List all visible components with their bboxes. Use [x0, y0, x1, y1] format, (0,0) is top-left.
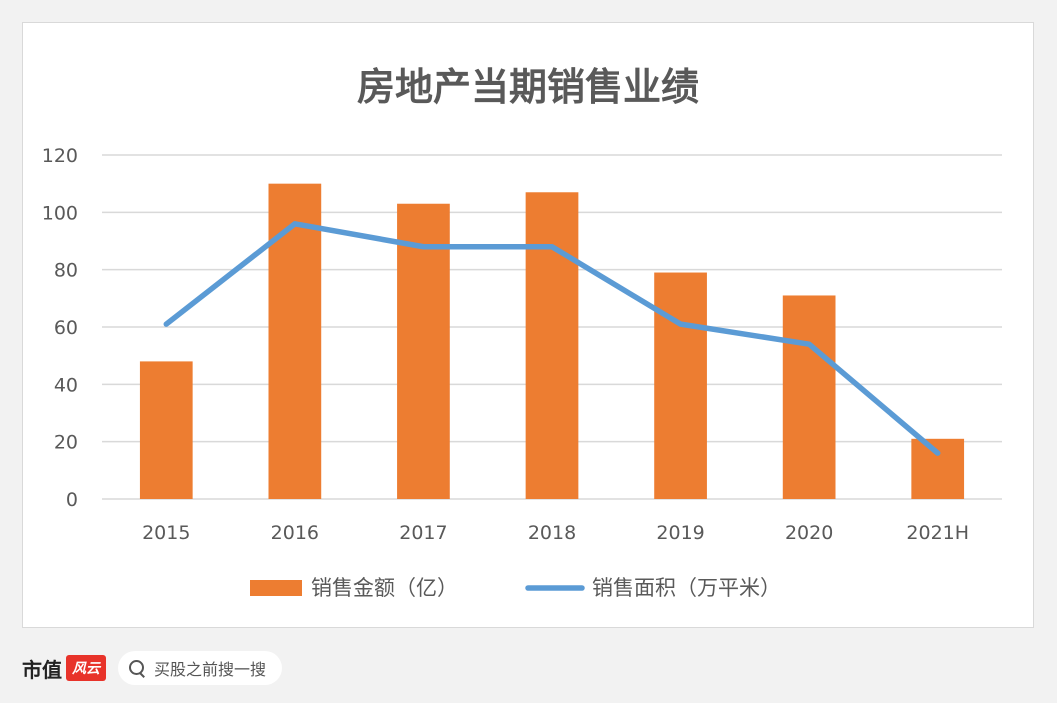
chart-title: 房地产当期销售业绩 — [357, 65, 699, 109]
bar — [268, 183, 322, 499]
y-tick-label: 60 — [54, 317, 78, 339]
search-box[interactable]: 买股之前搜一搜 — [118, 651, 283, 685]
legend-label-line: 销售面积（万平米） — [592, 576, 781, 600]
legend-swatch-bar — [250, 580, 302, 596]
bar — [782, 295, 836, 499]
y-tick-label: 40 — [54, 374, 78, 396]
search-placeholder: 买股之前搜一搜 — [154, 660, 267, 679]
bar — [654, 272, 707, 499]
bar — [397, 203, 450, 499]
y-tick-label: 120 — [42, 145, 78, 167]
y-tick-label: 20 — [54, 432, 78, 454]
bar — [139, 361, 193, 499]
brand-seal: 风云 — [66, 655, 106, 681]
chart: 房地产当期销售业绩 0 20 40 60 80 100 120 2015 2016 2017 201… — [42, 65, 1002, 600]
x-tick-label: 2016 — [271, 522, 319, 544]
footer: 市值 风云 买股之前搜一搜 — [22, 646, 622, 690]
brand-text: 市值 — [22, 657, 62, 682]
brand-logo[interactable]: 市值 风云 — [22, 654, 106, 683]
bar — [911, 438, 965, 499]
y-tick-label: 0 — [66, 489, 78, 511]
legend-label-bar: 销售金额（亿） — [311, 576, 458, 600]
x-tick-label: 2021H — [906, 522, 969, 544]
y-tick-label: 80 — [54, 260, 78, 282]
x-tick-label: 2019 — [656, 522, 704, 544]
x-tick-label: 2017 — [399, 522, 447, 544]
x-tick-label: 2015 — [142, 522, 190, 544]
x-tick-label: 2020 — [785, 522, 833, 544]
y-tick-label: 100 — [42, 202, 78, 224]
x-tick-label: 2018 — [528, 522, 576, 544]
bar — [525, 192, 579, 499]
search-icon — [128, 659, 146, 677]
